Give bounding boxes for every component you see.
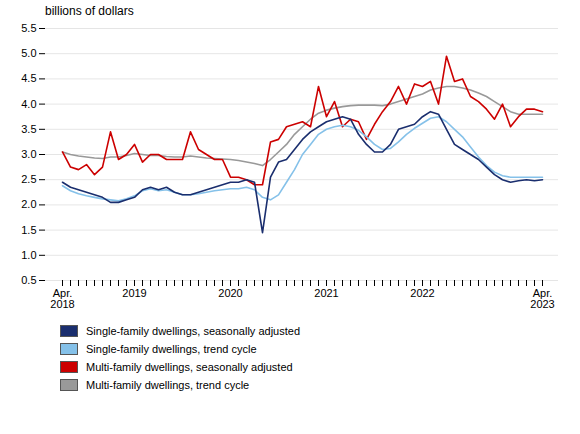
svg-text:2019: 2019: [122, 287, 146, 299]
svg-text:2.5: 2.5: [21, 173, 36, 185]
svg-text:1.5: 1.5: [21, 224, 36, 236]
svg-text:5.5: 5.5: [21, 22, 36, 34]
svg-text:2.0: 2.0: [21, 198, 36, 210]
svg-text:2020: 2020: [218, 287, 242, 299]
html-text:Single-family dwellings, trend: Single-family dwellings, trend cycle: [86, 343, 257, 355]
html-text:billions of dollars: billions of dollars: [45, 4, 134, 18]
svg-text:3.5: 3.5: [21, 123, 36, 135]
svg-text:0.5: 0.5: [21, 274, 36, 286]
svg-text:Apr.2023: Apr.2023: [530, 287, 554, 310]
html-text:Multi-family dwellings, trend: Multi-family dwellings, trend cycle: [86, 379, 250, 391]
svg-text:2022: 2022: [410, 287, 434, 299]
svg-text:4.5: 4.5: [21, 72, 36, 84]
svg-text:2021: 2021: [314, 287, 338, 299]
svg-text:3.0: 3.0: [21, 148, 36, 160]
svg-text:4.0: 4.0: [21, 98, 36, 110]
html-text:Single-family dwellings, seaso: Single-family dwellings, seasonally adju…: [86, 325, 300, 337]
svg-text:Apr.2018: Apr.2018: [50, 287, 74, 310]
svg-text:5.0: 5.0: [21, 47, 36, 59]
html-text:Multi-family dwellings, season: Multi-family dwellings, seasonally adjus…: [86, 361, 293, 373]
svg-text:1.0: 1.0: [21, 249, 36, 261]
